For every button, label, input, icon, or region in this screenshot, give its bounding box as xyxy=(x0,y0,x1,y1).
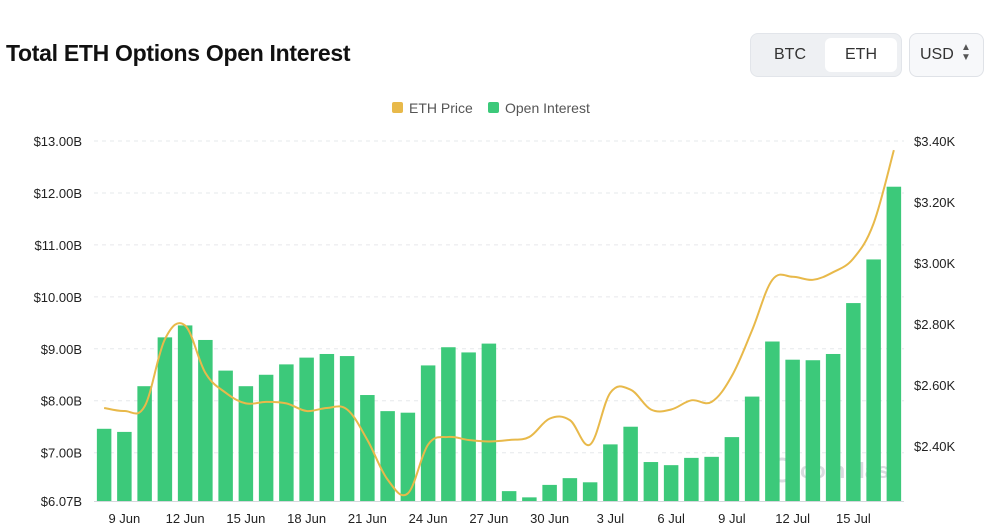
oi-bar-39 xyxy=(886,186,902,501)
y-left-tick-5: $8.00B xyxy=(41,394,82,409)
x-tick-7: 30 Jun xyxy=(530,511,569,526)
legend-label-1: Open Interest xyxy=(505,100,590,116)
oi-bar-4 xyxy=(177,325,193,501)
eth-price-path xyxy=(103,149,895,497)
page-title: Total ETH Options Open Interest xyxy=(6,40,351,66)
oi-bar-35 xyxy=(805,360,821,501)
oi-bar-27 xyxy=(643,462,659,501)
x-tick-4: 21 Jun xyxy=(348,511,387,526)
oi-bar-12 xyxy=(339,356,355,501)
oi-bar-7 xyxy=(238,386,254,501)
btc-tab[interactable]: BTC xyxy=(774,46,806,63)
y-right-tick-5: $2.40K xyxy=(914,439,956,454)
oi-bar-34 xyxy=(785,359,800,501)
oi-bar-33 xyxy=(765,341,780,501)
oi-bar-21 xyxy=(522,497,537,501)
oi-bar-31 xyxy=(724,437,740,501)
oi-bar-24 xyxy=(582,482,598,501)
oi-bar-3 xyxy=(157,337,173,501)
eth-tab[interactable]: ETH xyxy=(825,38,897,72)
oi-bar-20 xyxy=(501,491,517,501)
y-right-tick-1: $3.20K xyxy=(914,195,956,210)
up-down-chevron-icon: ▲ ▼ xyxy=(961,42,971,63)
oi-bar-36 xyxy=(825,353,841,501)
oi-bar-22 xyxy=(542,484,557,501)
currency-select[interactable]: USD ▲ ▼ xyxy=(909,33,984,77)
x-tick-2: 15 Jun xyxy=(226,511,265,526)
x-tick-10: 9 Jul xyxy=(718,511,746,526)
y-axis-left: $13.00B $12.00B $11.00B $10.00B $9.00B $8.00B… xyxy=(34,134,82,509)
legend-swatch-0 xyxy=(392,102,403,113)
y-left-tick-7: $6.07B xyxy=(41,494,82,509)
x-tick-6: 27 Jun xyxy=(469,511,508,526)
oi-bar-16 xyxy=(420,365,436,501)
oi-bar-32 xyxy=(744,396,760,501)
x-axis: 9 Jun 12 Jun 15 Jun 18 Jun 21 Jun 24 Jun 27 Ju… xyxy=(108,511,870,526)
oi-bar-6 xyxy=(218,370,233,501)
chart-legend: ETH Price Open Interest xyxy=(392,100,590,116)
oi-bar-37 xyxy=(846,303,861,501)
oi-bar-5 xyxy=(198,339,213,501)
y-right-tick-3: $2.80K xyxy=(914,317,956,332)
y-right-tick-2: $3.00K xyxy=(914,256,956,271)
oi-bar-13 xyxy=(360,395,375,501)
x-tick-1: 12 Jun xyxy=(166,511,205,526)
oi-bar-8 xyxy=(258,374,274,501)
oi-bar-15 xyxy=(400,412,416,501)
oi-bar-26 xyxy=(623,426,638,501)
x-tick-5: 24 Jun xyxy=(409,511,448,526)
x-tick-8: 3 Jul xyxy=(597,511,625,526)
oi-bar-28 xyxy=(663,465,679,501)
oi-bar-9 xyxy=(279,364,294,501)
asset-toggle: BTC ETH xyxy=(750,33,902,77)
oi-bar-10 xyxy=(299,357,314,501)
oi-bar-2 xyxy=(137,386,152,501)
oi-bar-25 xyxy=(603,444,618,501)
oi-bar-0 xyxy=(96,428,112,501)
y-axis-right: $3.40K $3.20K $3.00K $2.80K $2.60K $2.40K xyxy=(914,134,956,454)
oi-bar-1 xyxy=(117,431,132,501)
oi-bar-23 xyxy=(562,478,578,501)
x-tick-9: 6 Jul xyxy=(657,511,685,526)
y-left-tick-3: $10.00B xyxy=(34,290,82,305)
oi-bar-19 xyxy=(481,343,497,501)
oi-bar-17 xyxy=(441,347,456,501)
oi-bar-14 xyxy=(380,411,395,501)
y-left-tick-0: $13.00B xyxy=(34,134,82,149)
x-tick-3: 18 Jun xyxy=(287,511,326,526)
oi-bar-11 xyxy=(319,353,335,501)
legend-swatch-1 xyxy=(488,102,499,113)
open-interest-bars xyxy=(96,186,902,501)
x-tick-12: 15 Jul xyxy=(836,511,871,526)
oi-bar-38 xyxy=(866,259,881,501)
oi-bar-18 xyxy=(461,352,476,501)
oi-bar-30 xyxy=(704,456,719,501)
y-left-tick-1: $12.00B xyxy=(34,186,82,201)
y-left-tick-6: $7.00B xyxy=(41,446,82,461)
x-tick-11: 12 Jul xyxy=(775,511,810,526)
y-right-tick-4: $2.60K xyxy=(914,378,956,393)
grid-lines xyxy=(94,140,904,502)
legend-label-0: ETH Price xyxy=(409,100,473,116)
oi-bar-29 xyxy=(684,457,699,501)
y-right-tick-0: $3.40K xyxy=(914,134,956,149)
y-left-tick-4: $9.00B xyxy=(41,342,82,357)
y-left-tick-2: $11.00B xyxy=(35,238,82,253)
x-tick-0: 9 Jun xyxy=(108,511,140,526)
open-interest-chart: ETH Price Open Interest $13.00B $12.00B $11… xyxy=(34,100,956,526)
currency-value: USD xyxy=(920,46,954,63)
eth-price-line xyxy=(103,149,895,497)
